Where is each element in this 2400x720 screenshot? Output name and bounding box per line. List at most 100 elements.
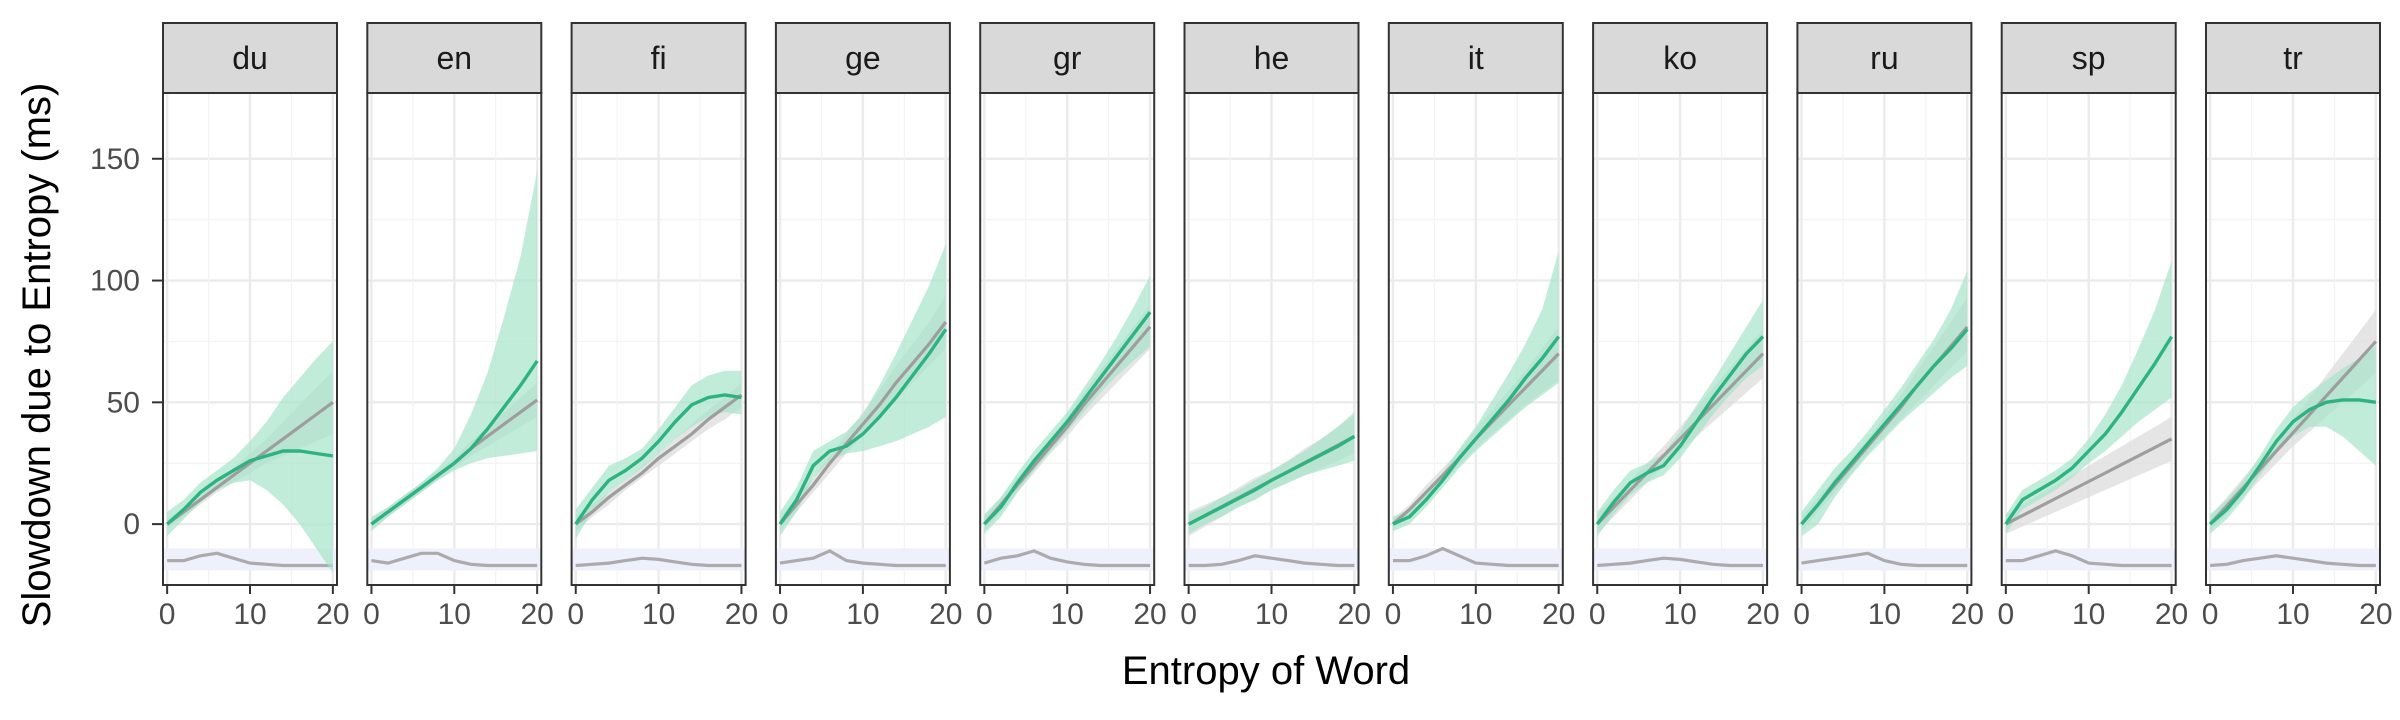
facet-panel-ge: ge 0 10 20 bbox=[772, 22, 962, 631]
density-line bbox=[2209, 554, 2376, 568]
facet-strip bbox=[2205, 22, 2381, 94]
x-tick-label: 0 bbox=[1385, 598, 1402, 631]
facet-strip-label: ko bbox=[1663, 40, 1697, 76]
facet-panel-it: it 0 10 20 bbox=[1385, 22, 1575, 631]
x-tick-label: 20 bbox=[2155, 598, 2188, 631]
facet-strip-label: it bbox=[1468, 40, 1484, 76]
x-tick-label: 0 bbox=[1180, 598, 1197, 631]
facet-strip-label: fi bbox=[651, 40, 667, 76]
x-tick-label: 10 bbox=[1255, 598, 1288, 631]
density-line bbox=[167, 551, 333, 568]
facet-strip-label: ru bbox=[1870, 40, 1898, 76]
facet-strip bbox=[1183, 22, 1360, 94]
x-tick-label: 0 bbox=[2202, 598, 2219, 631]
x-tick-label: 20 bbox=[1133, 598, 1166, 631]
density-line bbox=[1188, 554, 1355, 568]
density-line bbox=[983, 549, 1151, 568]
y-tick-label: 0 bbox=[123, 508, 140, 541]
linear-ci-band bbox=[2005, 416, 2172, 534]
y-axis-title: Slowdown due to Entropy (ms) bbox=[15, 83, 59, 628]
facet-panel-gr: gr 0 10 20 bbox=[976, 22, 1167, 631]
smooth-ci-band bbox=[2210, 346, 2376, 534]
x-tick-label: 0 bbox=[976, 598, 993, 631]
facet-strip-label: he bbox=[1254, 40, 1290, 76]
facet-strip bbox=[366, 22, 543, 94]
facet-strip-label: en bbox=[437, 40, 473, 76]
smooth-fit-line bbox=[1392, 335, 1561, 526]
x-tick-label: 20 bbox=[1951, 598, 1984, 631]
smooth-fit-line bbox=[2208, 398, 2377, 526]
x-tick-label: 20 bbox=[520, 598, 553, 631]
smooth-fit-line bbox=[1595, 335, 1765, 526]
facet-strip bbox=[1796, 22, 1973, 94]
smooth-ci-band bbox=[2005, 261, 2172, 534]
density-line bbox=[2005, 549, 2172, 568]
density-line bbox=[1392, 546, 1559, 568]
facet-strip-label: tr bbox=[2283, 40, 2303, 76]
linear-fit-line bbox=[574, 393, 743, 526]
facet-strip bbox=[979, 22, 1156, 94]
x-tick-label: 20 bbox=[1746, 598, 1779, 631]
smooth-fit-line bbox=[1187, 434, 1356, 526]
x-tick-label: 10 bbox=[1663, 598, 1696, 631]
x-tick-label: 20 bbox=[929, 598, 962, 631]
smooth-fit-line bbox=[983, 311, 1152, 526]
x-tick-label: 20 bbox=[1542, 598, 1575, 631]
x-tick-label: 10 bbox=[1459, 598, 1492, 631]
facet-strip bbox=[774, 22, 951, 94]
x-tick-label: 20 bbox=[316, 598, 349, 631]
x-tick-label: 20 bbox=[725, 598, 758, 631]
x-tick-label: 10 bbox=[233, 598, 266, 631]
y-tick-label: 150 bbox=[90, 143, 140, 176]
facet-panel-du: du 0 10 20 bbox=[159, 22, 350, 631]
facet-panel-ru: ru 0 10 20 bbox=[1793, 22, 1984, 631]
facet-panel-fi: fi 0 10 20 bbox=[567, 22, 758, 631]
x-tick-label: 10 bbox=[846, 598, 879, 631]
facet-strip bbox=[570, 22, 747, 94]
smooth-ci-band bbox=[1801, 270, 1968, 537]
y-tick-label: 100 bbox=[90, 265, 140, 298]
facet-strip-label: sp bbox=[2072, 40, 2106, 76]
x-tick-label: 10 bbox=[2072, 598, 2105, 631]
x-tick-label: 10 bbox=[2276, 598, 2309, 631]
facet-strip bbox=[1592, 22, 1769, 94]
x-tick-label: 0 bbox=[772, 598, 789, 631]
linear-fit-line bbox=[166, 401, 334, 526]
x-tick-label: 10 bbox=[1051, 598, 1084, 631]
facet-panel-ko: ko 0 10 20 bbox=[1589, 22, 1780, 631]
facet-panel-tr: tr 0 10 20 bbox=[2202, 22, 2393, 631]
facet-strip-label: du bbox=[232, 40, 268, 76]
x-tick-label: 0 bbox=[159, 598, 176, 631]
linear-fit-line bbox=[2208, 340, 2378, 526]
facet-strip bbox=[2000, 22, 2177, 94]
smooth-fit-line bbox=[778, 328, 948, 526]
linear-ci-band bbox=[1392, 326, 1559, 529]
smooth-ci-band bbox=[167, 341, 333, 573]
x-tick-label: 10 bbox=[642, 598, 675, 631]
smooth-ci-band bbox=[780, 244, 946, 537]
density-line bbox=[371, 551, 538, 568]
x-tick-label: 0 bbox=[567, 598, 584, 631]
density-line bbox=[1597, 556, 1763, 568]
facet-strip bbox=[1387, 22, 1564, 94]
x-tick-label: 0 bbox=[363, 598, 380, 631]
x-tick-label: 0 bbox=[1793, 598, 1810, 631]
smooth-fit-line bbox=[370, 359, 539, 526]
density-line bbox=[779, 549, 946, 568]
x-tick-label: 20 bbox=[1338, 598, 1371, 631]
smooth-ci-band bbox=[1392, 251, 1559, 532]
facet-strip bbox=[162, 22, 338, 94]
facet-strip-label: ge bbox=[845, 40, 881, 76]
x-tick-label: 0 bbox=[1997, 598, 2014, 631]
x-tick-label: 10 bbox=[1868, 598, 1901, 631]
smooth-ci-band bbox=[371, 170, 538, 532]
facet-panel-he: he 0 10 20 bbox=[1180, 22, 1371, 631]
smooth-fit-line bbox=[1800, 328, 1969, 526]
x-tick-label: 10 bbox=[438, 598, 471, 631]
facet-panel-en: en 0 10 20 bbox=[363, 22, 554, 631]
density-line bbox=[575, 556, 742, 568]
x-tick-label: 0 bbox=[1589, 598, 1606, 631]
smooth-fit-line bbox=[574, 393, 742, 526]
